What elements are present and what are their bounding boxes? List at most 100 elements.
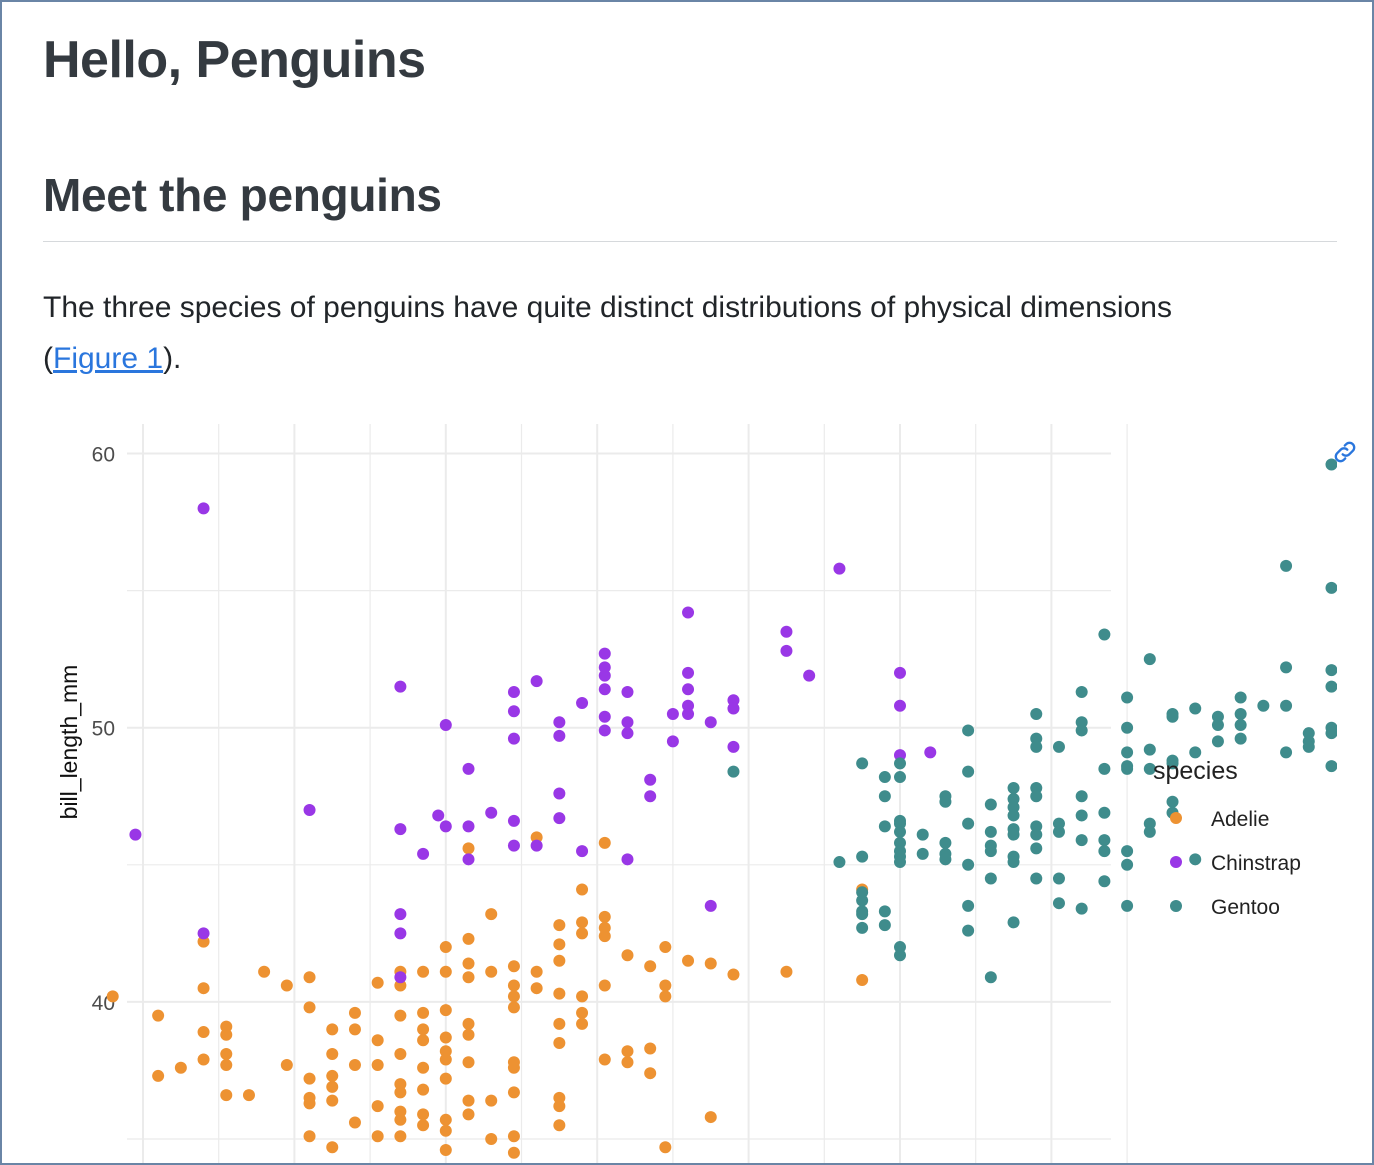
data-point (1075, 686, 1088, 699)
data-point (197, 927, 210, 940)
data-point (576, 883, 589, 896)
data-point (704, 716, 717, 729)
data-point (439, 1045, 452, 1058)
data-point (129, 828, 142, 841)
data-point (1098, 806, 1111, 819)
data-point (326, 1094, 339, 1107)
data-point (598, 921, 611, 934)
data-point (326, 1069, 339, 1082)
page-title: Hello, Penguins (43, 31, 426, 89)
data-point (174, 1061, 187, 1074)
data-point (303, 1130, 316, 1143)
data-point (1234, 718, 1247, 731)
data-point (507, 979, 520, 992)
data-point (621, 727, 634, 740)
data-point (348, 1058, 361, 1071)
data-point (621, 949, 634, 962)
data-point (598, 669, 611, 682)
data-point (924, 746, 937, 759)
series-gentoo (727, 458, 1337, 984)
data-point (1121, 858, 1134, 871)
data-point (1234, 691, 1247, 704)
data-point (326, 1080, 339, 1093)
data-point (727, 765, 740, 778)
data-point (553, 729, 566, 742)
data-point (1052, 740, 1065, 753)
data-point (1121, 746, 1134, 759)
data-point (507, 686, 520, 699)
data-point (1211, 735, 1224, 748)
data-point (878, 790, 891, 803)
data-point (659, 990, 672, 1003)
data-point (1189, 702, 1202, 715)
data-point (197, 1053, 210, 1066)
data-point (598, 979, 611, 992)
data-point (1007, 916, 1020, 929)
data-point (485, 1094, 498, 1107)
data-point (1166, 710, 1179, 723)
data-point (621, 1045, 634, 1058)
data-point (576, 845, 589, 858)
data-point (1052, 897, 1065, 910)
data-point (962, 924, 975, 937)
data-point (553, 1091, 566, 1104)
data-point (727, 694, 740, 707)
data-point (197, 502, 210, 515)
data-point (417, 965, 430, 978)
legend-key-chinstrap (1170, 856, 1182, 868)
link-icon[interactable] (1331, 438, 1359, 466)
data-point (394, 1105, 407, 1118)
data-point (1189, 853, 1202, 866)
data-point (1030, 740, 1043, 753)
data-point (432, 809, 445, 822)
data-point (197, 935, 210, 948)
data-point (394, 1009, 407, 1022)
data-point (1325, 581, 1337, 594)
intro-paragraph: The three species of penguins have quite… (43, 282, 1243, 384)
data-point (326, 1141, 339, 1154)
heading-divider (43, 241, 1337, 242)
data-point (280, 1058, 293, 1071)
data-point (1189, 746, 1202, 759)
data-point (394, 823, 407, 836)
data-point (894, 699, 906, 712)
figure-link[interactable]: Figure 1 (53, 342, 164, 375)
data-point (220, 1089, 233, 1102)
data-point (803, 669, 816, 682)
data-point (666, 735, 679, 748)
data-point (962, 817, 975, 830)
data-point (939, 795, 952, 808)
data-point (462, 842, 475, 855)
data-point (303, 1001, 316, 1014)
data-point (856, 973, 869, 986)
data-point (1075, 790, 1088, 803)
series-adelie (106, 831, 869, 1159)
data-point (598, 683, 611, 696)
data-point (704, 957, 717, 970)
data-point (258, 965, 271, 978)
y-axis-label: bill_length_mm (56, 665, 82, 820)
data-point (1098, 845, 1111, 858)
data-point (417, 1023, 430, 1036)
data-point (1098, 875, 1111, 888)
data-point (1302, 727, 1315, 740)
data-point (962, 765, 975, 778)
data-point (856, 894, 869, 907)
data-point (1280, 746, 1293, 759)
data-point (242, 1089, 255, 1102)
data-point (220, 1020, 233, 1033)
data-point (197, 982, 210, 995)
data-points (106, 458, 1337, 1159)
data-point (878, 771, 891, 784)
data-point (417, 1034, 430, 1047)
data-point (1325, 680, 1337, 693)
data-point (1098, 628, 1111, 641)
data-point (1098, 834, 1111, 847)
data-point (553, 1037, 566, 1050)
data-point (439, 941, 452, 954)
data-point (1030, 828, 1043, 841)
data-point (727, 968, 740, 981)
data-point (1007, 792, 1020, 805)
data-point (1075, 902, 1088, 915)
